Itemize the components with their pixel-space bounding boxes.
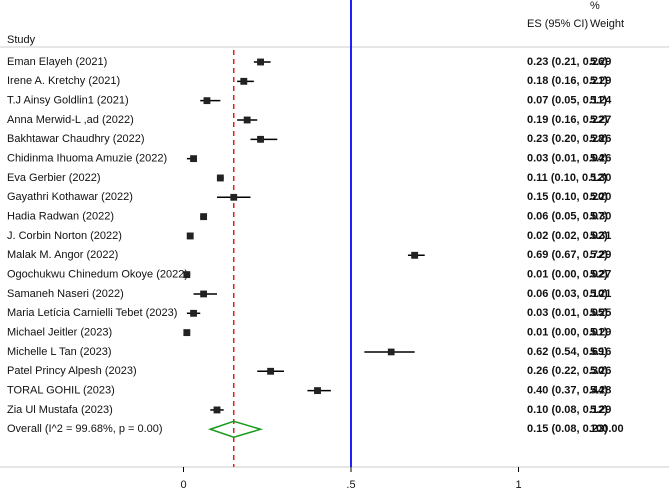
study-name: Samaneh Naseri (2022) bbox=[7, 288, 124, 300]
study-name: T.J Ainsy Goldlin1 (2021) bbox=[7, 95, 129, 107]
es-label: 0.06 (0.05, 0.07) bbox=[527, 211, 608, 223]
overall-name: Overall (I^2 = 99.68%, p = 0.00) bbox=[7, 423, 163, 435]
weight-label: 5.16 bbox=[590, 346, 611, 358]
study-name: Patel Princy Alpesh (2023) bbox=[7, 365, 137, 377]
study-name: Eva Gerbier (2022) bbox=[7, 172, 101, 184]
weight-box bbox=[257, 58, 264, 66]
weight-box bbox=[190, 155, 197, 163]
weight-label: 5.30 bbox=[590, 172, 611, 184]
study-name: Maria Letícia Carnielli Tebet (2023) bbox=[7, 307, 177, 319]
weight-label: 5.29 bbox=[590, 75, 611, 87]
study-name: Anna Merwid-L ,ad (2022) bbox=[7, 114, 134, 126]
study-name: Bakhtawar Chaudhry (2022) bbox=[7, 133, 145, 145]
weight-label: 5.28 bbox=[590, 385, 611, 397]
es-label: 0.03 (0.01, 0.04) bbox=[527, 153, 608, 165]
x-tick-label: .5 bbox=[346, 479, 355, 491]
es-label: 0.06 (0.03, 0.10) bbox=[527, 288, 608, 300]
weight-label: 5.26 bbox=[590, 365, 611, 377]
weight-box bbox=[183, 329, 191, 337]
weight-box bbox=[200, 290, 207, 298]
weight-box bbox=[216, 174, 224, 182]
study-name: TORAL GOHIL (2023) bbox=[7, 385, 115, 397]
x-tick-label: 0 bbox=[180, 479, 186, 491]
es-label: 0.40 (0.37, 0.44) bbox=[527, 385, 608, 397]
es-label: 0.18 (0.16, 0.21) bbox=[527, 75, 608, 87]
weight-box bbox=[186, 232, 194, 240]
weight-label: 5.29 bbox=[590, 404, 611, 416]
study-name: Irene A. Kretchy (2021) bbox=[7, 75, 120, 87]
study-name: Malak M. Angor (2022) bbox=[7, 249, 118, 261]
weight-box bbox=[200, 213, 208, 221]
weight-label: 5.29 bbox=[590, 327, 611, 339]
weight-label: 5.24 bbox=[590, 95, 612, 107]
weight-label: 5.27 bbox=[590, 269, 611, 281]
study-header: Study bbox=[7, 34, 36, 46]
weight-box bbox=[411, 251, 419, 259]
weight-label: 5.25 bbox=[590, 307, 611, 319]
es-label: 0.23 (0.21, 0.26) bbox=[527, 56, 608, 68]
weight-box bbox=[240, 77, 248, 85]
weight-label: 5.30 bbox=[590, 211, 611, 223]
overall-weight: 100.00 bbox=[590, 423, 624, 435]
weight-header-top: % bbox=[590, 0, 600, 12]
weight-box bbox=[183, 271, 191, 279]
es-label: 0.62 (0.54, 0.69) bbox=[527, 346, 608, 358]
es-header: ES (95% CI) bbox=[527, 18, 588, 30]
es-label: 0.11 (0.10, 0.12) bbox=[527, 172, 607, 184]
weight-box bbox=[190, 309, 197, 317]
study-name: Chidinma Ihuoma Amuzie (2022) bbox=[7, 153, 167, 165]
weight-label: 5.29 bbox=[590, 249, 611, 261]
es-label: 0.03 (0.01, 0.05) bbox=[527, 307, 608, 319]
weight-box bbox=[314, 387, 321, 395]
es-label: 0.26 (0.22, 0.30) bbox=[527, 365, 608, 377]
weight-label: 5.26 bbox=[590, 153, 611, 165]
x-tick-label: 1 bbox=[515, 479, 521, 491]
weight-header: Weight bbox=[590, 18, 624, 30]
es-label: 0.19 (0.16, 0.22) bbox=[527, 114, 608, 126]
weight-box bbox=[213, 406, 221, 414]
weight-box bbox=[257, 135, 264, 143]
overall-diamond bbox=[207, 420, 264, 439]
es-label: 0.01 (0.00, 0.02) bbox=[527, 269, 608, 281]
study-name: J. Corbin Norton (2022) bbox=[7, 230, 122, 242]
study-name: Michelle L Tan (2023) bbox=[7, 346, 112, 358]
weight-box bbox=[243, 116, 251, 124]
study-name: Eman Elayeh (2021) bbox=[7, 56, 107, 68]
es-label: 0.07 (0.05, 0.11) bbox=[527, 95, 607, 107]
es-label: 0.01 (0.00, 0.01) bbox=[527, 327, 608, 339]
weight-box bbox=[203, 97, 211, 105]
study-name: Zia Ul Mustafa (2023) bbox=[7, 404, 113, 416]
weight-label: 5.29 bbox=[590, 56, 611, 68]
overall-es: 0.15 (0.08, 0.23) bbox=[527, 423, 608, 435]
weight-box bbox=[267, 367, 275, 375]
weight-box bbox=[230, 193, 238, 201]
weight-label: 5.26 bbox=[590, 133, 611, 145]
es-label: 0.15 (0.10, 0.20) bbox=[527, 191, 608, 203]
weight-box bbox=[387, 348, 395, 356]
weight-label: 5.31 bbox=[590, 230, 611, 242]
es-label: 0.02 (0.02, 0.02) bbox=[527, 230, 608, 242]
weight-label: 5.21 bbox=[590, 288, 611, 300]
study-name: Ogochukwu Chinedum Okoye (2022) bbox=[7, 269, 188, 281]
es-label: 0.23 (0.20, 0.28) bbox=[527, 133, 608, 145]
es-label: 0.10 (0.08, 0.12) bbox=[527, 404, 608, 416]
study-name: Hadia Radwan (2022) bbox=[7, 211, 114, 223]
study-name: Michael Jeitler (2023) bbox=[7, 327, 112, 339]
es-label: 0.69 (0.67, 0.72) bbox=[527, 249, 608, 261]
study-name: Gayathri Kothawar (2022) bbox=[7, 191, 133, 203]
weight-label: 5.27 bbox=[590, 114, 611, 126]
weight-label: 5.20 bbox=[590, 191, 611, 203]
